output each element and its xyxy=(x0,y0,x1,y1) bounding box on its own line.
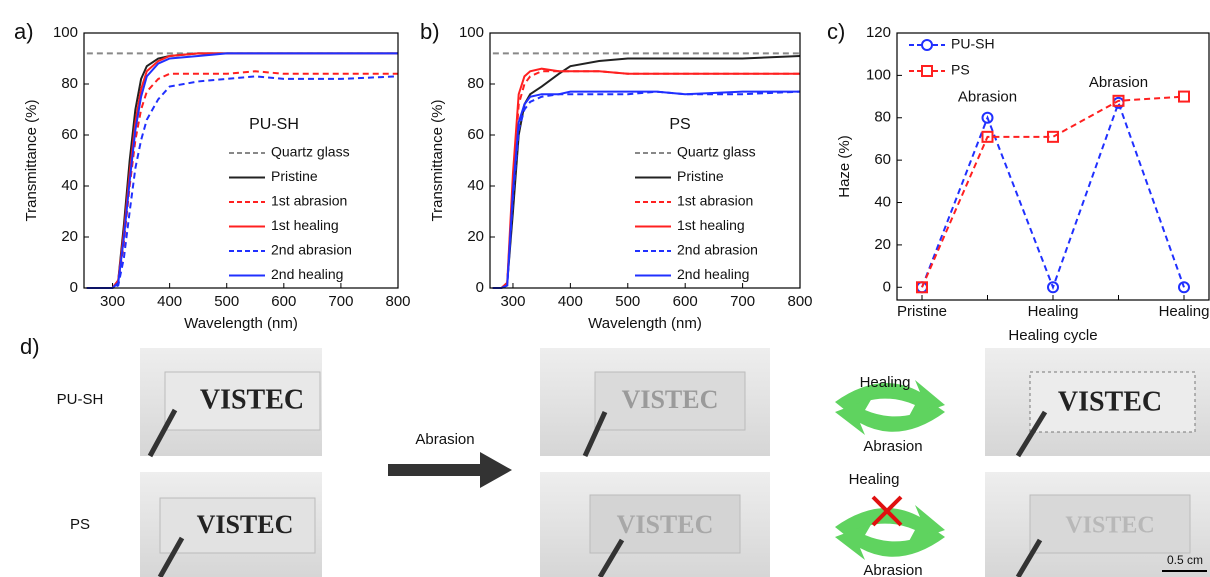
legend-label: 1st abrasion xyxy=(677,193,753,209)
legend-label: 2nd healing xyxy=(677,266,749,282)
y-tick-label: 60 xyxy=(874,151,891,168)
y-tick-label: 40 xyxy=(467,177,484,194)
legend-label: PU-SH xyxy=(951,36,995,52)
x-tick-label: 400 xyxy=(558,293,583,310)
x-axis-title: Wavelength (nm) xyxy=(588,315,702,332)
legend-label: Pristine xyxy=(677,168,724,184)
x-tick-label: 300 xyxy=(100,293,125,310)
y-tick-label: 80 xyxy=(467,75,484,92)
series-line xyxy=(493,92,800,288)
scale-label: 0.5 cm xyxy=(1167,553,1203,567)
y-tick-label: 80 xyxy=(61,75,78,92)
arrow-label: Abrasion xyxy=(415,431,474,448)
y-tick-label: 20 xyxy=(61,228,78,245)
legend-marker xyxy=(922,66,932,76)
legend-label: 1st healing xyxy=(271,217,339,233)
y-tick-label: 60 xyxy=(467,126,484,143)
y-tick-label: 100 xyxy=(866,66,891,83)
x-tick-label: Healing xyxy=(1159,303,1210,320)
y-tick-label: 20 xyxy=(467,228,484,245)
y-tick-label: 40 xyxy=(874,193,891,210)
photo-text: VISTEC xyxy=(617,510,714,539)
cycle-label: Healing xyxy=(849,471,900,488)
y-tick-label: 40 xyxy=(61,177,78,194)
x-axis-title: Healing cycle xyxy=(1008,327,1097,344)
arrow xyxy=(388,452,512,488)
x-tick-label: 400 xyxy=(157,293,182,310)
y-tick-label: 100 xyxy=(53,24,78,41)
x-tick-label: 800 xyxy=(385,293,410,310)
cycle-label: Abrasion xyxy=(863,438,922,455)
x-tick-label: 500 xyxy=(214,293,239,310)
y-axis-title: Transmittance (%) xyxy=(429,100,446,222)
x-tick-label: Pristine xyxy=(897,303,947,320)
x-tick-label: Healing xyxy=(1028,303,1079,320)
row-label: PU-SH xyxy=(57,391,104,408)
annotation: PU-SH xyxy=(249,116,299,133)
y-tick-label: 20 xyxy=(874,236,891,253)
legend-label: Quartz glass xyxy=(677,144,756,160)
series-line xyxy=(493,92,800,288)
y-axis-title: Haze (%) xyxy=(836,135,853,198)
y-axis-title: Transmittance (%) xyxy=(23,100,40,222)
y-tick-label: 80 xyxy=(874,109,891,126)
cycle-label: Healing xyxy=(860,374,911,391)
legend-label: Quartz glass xyxy=(271,144,350,160)
x-tick-label: 800 xyxy=(787,293,812,310)
marker xyxy=(1048,132,1058,142)
y-tick-label: 100 xyxy=(459,24,484,41)
legend-marker xyxy=(922,40,932,50)
photos: VISTEC VISTEC VISTEC VISTEC VISTEC VISTE… xyxy=(140,348,1210,577)
figure: d) PU-SH PS VISTEC VISTEC VISTEC VISTEC … xyxy=(0,0,1210,577)
photo-text: VISTEC xyxy=(197,510,294,539)
photo-text: VISTEC xyxy=(1065,513,1154,539)
legend-label: 2nd healing xyxy=(271,266,343,282)
x-tick-label: 700 xyxy=(328,293,353,310)
y-tick-label: 0 xyxy=(883,278,891,295)
panel-label: c) xyxy=(827,19,845,44)
panel-label: b) xyxy=(420,19,440,44)
plot-frame xyxy=(897,33,1209,300)
annotation: Abrasion xyxy=(1089,74,1148,91)
x-tick-label: 600 xyxy=(271,293,296,310)
legend-label: PS xyxy=(951,62,970,78)
y-tick-label: 0 xyxy=(70,279,78,296)
legend-label: 1st healing xyxy=(677,217,745,233)
legend-label: 2nd abrasion xyxy=(271,242,352,258)
cycle-label: Abrasion xyxy=(863,562,922,577)
x-tick-label: 600 xyxy=(673,293,698,310)
legend-label: Pristine xyxy=(271,168,318,184)
annotation: Abrasion xyxy=(958,89,1017,106)
x-axis-title: Wavelength (nm) xyxy=(184,315,298,332)
legend-label: 1st abrasion xyxy=(271,193,347,209)
panel-label: d) xyxy=(20,334,40,359)
marker xyxy=(1179,92,1189,102)
x-tick-label: 700 xyxy=(730,293,755,310)
panel-label: a) xyxy=(14,19,34,44)
photo-text: VISTEC xyxy=(200,384,304,415)
y-tick-label: 0 xyxy=(476,279,484,296)
y-tick-label: 120 xyxy=(866,24,891,41)
series-line xyxy=(922,97,1184,288)
row-label: PS xyxy=(70,516,90,533)
photo-text: VISTEC xyxy=(622,385,719,414)
y-tick-label: 60 xyxy=(61,126,78,143)
legend-label: 2nd abrasion xyxy=(677,242,758,258)
x-tick-label: 500 xyxy=(615,293,640,310)
photo-text: VISTEC xyxy=(1058,386,1162,417)
x-tick-label: 300 xyxy=(500,293,525,310)
annotation: PS xyxy=(669,116,690,133)
